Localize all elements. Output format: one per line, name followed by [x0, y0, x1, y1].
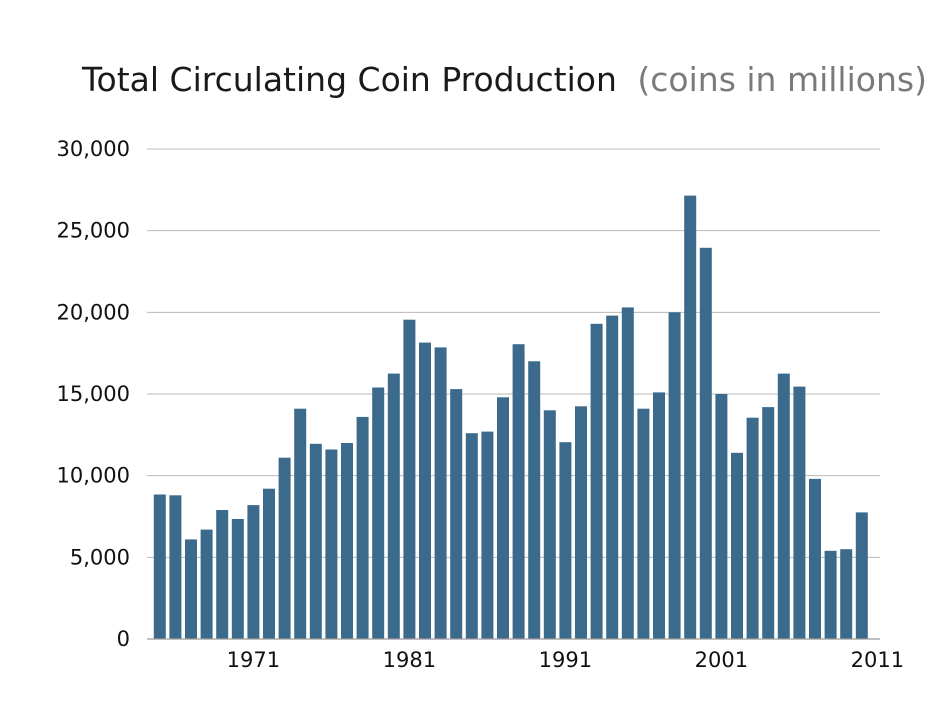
bar: [200, 529, 213, 639]
x-tick-label: 1971: [227, 648, 280, 672]
bar: [512, 344, 525, 639]
bar: [216, 510, 229, 639]
bar: [590, 323, 603, 639]
bar: [715, 394, 728, 639]
bar: [481, 431, 494, 639]
bar: [169, 495, 182, 639]
bar: [403, 319, 416, 639]
bar: [793, 386, 806, 639]
chart-title: Total Circulating Coin Production (coins…: [81, 60, 927, 99]
bar: [294, 408, 307, 639]
bar: [637, 408, 650, 639]
bar: [356, 416, 369, 639]
bar: [247, 505, 260, 639]
bar: [434, 347, 447, 639]
bar: [746, 417, 759, 639]
bar: [668, 312, 681, 639]
bar: [278, 457, 291, 639]
bar: [653, 392, 665, 639]
y-axis-tick-labels: 0 5,000 10,000 15,000 20,000 25,000 30,000: [57, 137, 130, 651]
bar: [840, 549, 853, 639]
y-tick-label: 30,000: [57, 137, 130, 161]
bar: [543, 410, 556, 639]
bar: [231, 519, 244, 639]
bar: [419, 342, 431, 639]
bar: [824, 550, 837, 639]
bar: [387, 373, 400, 639]
bar: [699, 247, 712, 640]
bar: [606, 315, 619, 639]
bar: [575, 406, 587, 640]
bar: [855, 512, 868, 639]
bar: [559, 442, 572, 639]
bar: [153, 494, 166, 639]
y-tick-label: 5,000: [70, 545, 130, 569]
x-tick-label: 1981: [383, 648, 436, 672]
y-tick-label: 10,000: [57, 464, 130, 488]
bar: [325, 449, 338, 639]
bar: [372, 387, 385, 639]
bar: [341, 443, 353, 639]
bar: [731, 452, 743, 639]
bar: [684, 195, 697, 639]
bar: [450, 389, 463, 639]
chart-subtitle: (coins in millions): [637, 60, 927, 99]
bar: [762, 407, 775, 639]
y-tick-label: 20,000: [57, 300, 130, 324]
x-tick-label: 2001: [695, 648, 748, 672]
y-tick-label: 25,000: [57, 219, 130, 243]
x-tick-label: 2011: [851, 648, 904, 672]
bars: [153, 195, 868, 640]
bar: [777, 373, 790, 639]
bar: [809, 478, 821, 639]
x-tick-label: 1991: [539, 648, 592, 672]
bar: [621, 307, 634, 639]
bar: [465, 433, 478, 639]
bar: [185, 539, 197, 639]
x-axis-tick-labels: 1971 1981 1991 2001 2011: [227, 648, 904, 672]
bar: [263, 488, 275, 639]
y-tick-label: 15,000: [57, 382, 130, 406]
bar: [309, 443, 322, 639]
chart-title-main: Total Circulating Coin Production: [81, 60, 617, 99]
bar: [497, 397, 509, 639]
bar: [528, 361, 541, 639]
y-tick-label: 0: [117, 627, 130, 651]
